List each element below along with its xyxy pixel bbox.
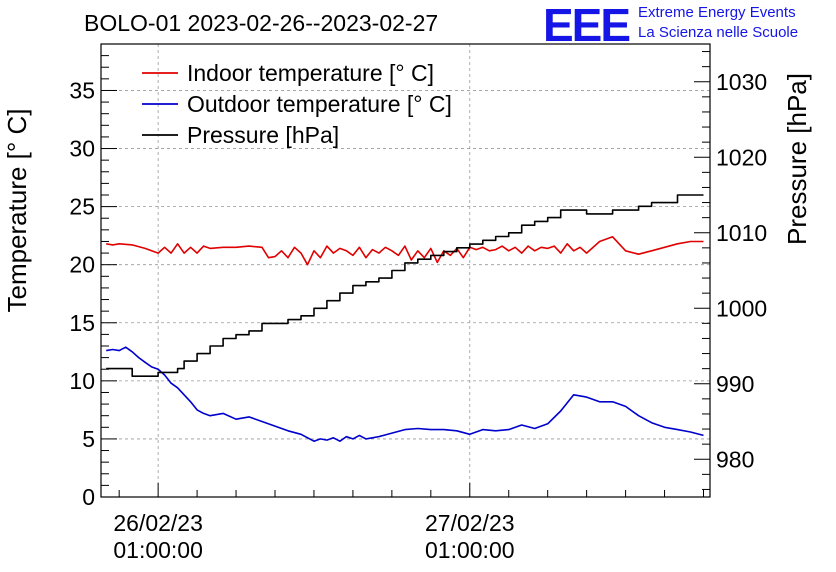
y2-tick-label-2: 1000 bbox=[716, 295, 767, 321]
y-tick-label-4: 20 bbox=[69, 252, 95, 278]
legend-indoor-label: Indoor temperature [° C] bbox=[187, 60, 434, 86]
chart-title: BOLO-01 2023-02-26--2023-02-27 bbox=[84, 10, 439, 36]
plot-frame bbox=[100, 43, 711, 498]
series-layer bbox=[106, 194, 704, 442]
x-tick-label-time-1: 01:00:00 bbox=[425, 537, 515, 563]
pressure-line bbox=[106, 194, 704, 377]
y2-tick-label-5: 1030 bbox=[716, 69, 767, 95]
axes: 26/02/2301:00:0027/02/2301:00:0005101520… bbox=[69, 51, 767, 563]
y2-axis-label: Pressure [hPa] bbox=[782, 73, 812, 245]
y-tick-label-0: 0 bbox=[82, 484, 95, 510]
y-tick-label-6: 30 bbox=[69, 136, 95, 162]
legend-outdoor-label: Outdoor temperature [° C] bbox=[187, 91, 452, 117]
x-tick-label-time-0: 01:00:00 bbox=[113, 537, 203, 563]
y-axis-label: Temperature [° C] bbox=[2, 108, 32, 312]
y2-tick-label-4: 1020 bbox=[716, 144, 767, 170]
y2-tick-label-3: 1010 bbox=[716, 220, 767, 246]
legend-pressure-label: Pressure [hPa] bbox=[187, 122, 339, 148]
y-tick-label-7: 35 bbox=[69, 77, 95, 103]
x-tick-label-date-1: 27/02/23 bbox=[425, 510, 515, 536]
y-tick-label-2: 10 bbox=[69, 368, 95, 394]
legend: Indoor temperature [° C] Outdoor temperat… bbox=[142, 60, 452, 148]
indoor-temperature-line bbox=[106, 236, 704, 266]
outdoor-temperature-line bbox=[106, 346, 704, 442]
eee-logo: EEE bbox=[543, 0, 631, 51]
y2-tick-label-1: 990 bbox=[716, 371, 754, 397]
y2-tick-label-0: 980 bbox=[716, 446, 754, 472]
y-tick-label-1: 5 bbox=[82, 426, 95, 452]
y-tick-label-3: 15 bbox=[69, 310, 95, 336]
org-name-line2: La Scienza nelle Scuole bbox=[638, 24, 799, 41]
x-tick-label-date-0: 26/02/23 bbox=[113, 510, 203, 536]
y-tick-label-5: 25 bbox=[69, 194, 95, 220]
org-name-line1: Extreme Energy Events bbox=[638, 4, 796, 21]
